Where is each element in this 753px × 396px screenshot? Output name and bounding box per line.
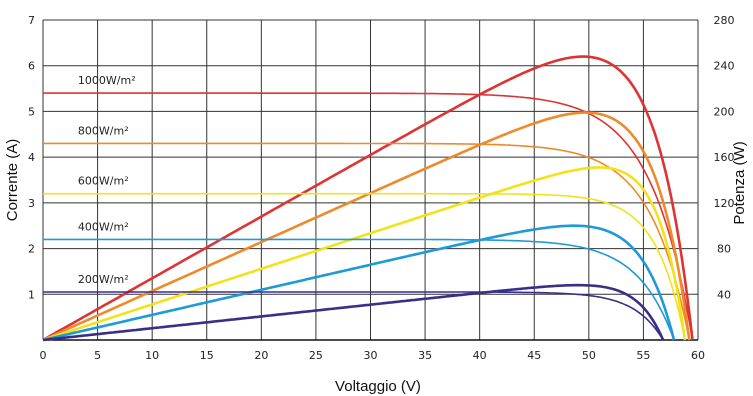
current-curve-4 [43,291,664,341]
y-right-tick-label: 160 [714,151,735,164]
y-right-tick-label: 40 [717,288,731,301]
x-tick-label: 30 [364,349,378,362]
y-left-axis-title: Corrente (A) [4,139,21,222]
current-curve-3 [43,238,675,341]
power-curve-3 [42,224,676,342]
irradiance-labels: 1000W/m² 800W/m² 600W/m² 400W/m² 200W/m² [78,74,136,286]
y-left-tick-label: 3 [28,197,35,210]
x-tick-label: 45 [527,349,541,362]
axes: 0 5 10 15 20 25 30 35 40 45 50 55 601234567408012016… [28,14,735,362]
y-right-tick-label: 80 [717,243,731,256]
y-left-tick-label: 6 [28,60,35,73]
y-right-axis-title: Potenza (W) [731,141,748,224]
y-left-tick-label: 5 [28,105,35,118]
x-tick-label: 0 [40,349,47,362]
power-curve-2 [42,166,687,342]
curves [42,55,694,342]
irradiance-label: 800W/m² [78,124,129,137]
current-curve-2 [43,192,686,341]
x-tick-label: 20 [254,349,268,362]
y-left-tick-label: 1 [28,288,35,301]
irradiance-label: 200W/m² [78,273,129,286]
current-curve-1 [43,142,691,341]
x-tick-label: 35 [418,349,432,362]
irradiance-label: 600W/m² [78,175,129,188]
y-right-tick-label: 200 [714,105,735,118]
y-left-tick-label: 7 [28,14,35,27]
irradiance-label: 400W/m² [78,220,129,233]
x-tick-label: 60 [691,349,705,362]
y-left-tick-label: 4 [28,151,35,164]
x-tick-label: 15 [200,349,214,362]
x-tick-label: 40 [473,349,487,362]
y-left-tick-label: 2 [28,243,35,256]
x-tick-label: 25 [309,349,323,362]
x-tick-label: 55 [636,349,650,362]
x-tick-label: 50 [582,349,596,362]
power-curve-4 [42,283,665,342]
x-tick-label: 5 [94,349,101,362]
x-tick-label: 10 [145,349,159,362]
y-right-tick-label: 280 [714,14,735,27]
y-right-tick-label: 240 [714,60,735,73]
y-right-tick-label: 120 [714,197,735,210]
power-curve-0 [42,55,694,342]
x-axis-title: Voltaggio (V) [335,378,421,395]
irradiance-label: 1000W/m² [78,74,136,87]
